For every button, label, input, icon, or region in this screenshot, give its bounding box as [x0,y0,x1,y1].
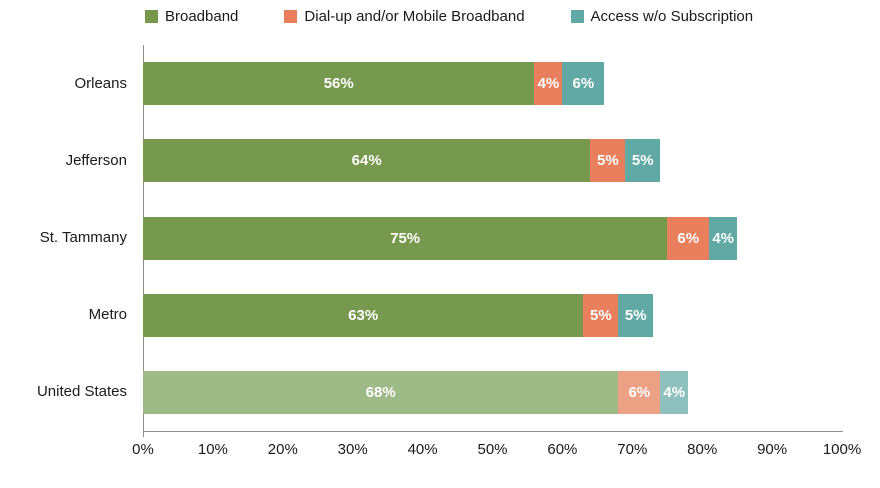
bar-segment-label: 56% [323,75,354,93]
x-tick-label: 90% [757,441,788,458]
category-label: Orleans [74,74,127,92]
x-tick-label: 100% [822,441,862,458]
x-tick-label: 0% [132,441,154,458]
bar-row: 63% 5% 5% [143,293,842,337]
legend-swatch-icon [145,10,158,23]
legend-swatch-icon [570,10,584,23]
x-tick-label: 60% [547,441,578,458]
bar-segment-label: 5% [624,306,647,324]
legend-item: Dial-up and/or Mobile Broadband [284,8,525,25]
x-axis-line [143,431,843,432]
bar-segment-label: 6% [572,75,595,93]
bar-segment: 56% [143,62,535,106]
x-tick-label: 50% [477,441,508,458]
bar-row: 75% 6% 4% [143,216,842,260]
bar-segment: 4% [709,216,738,260]
category-label: St. Tammany [39,229,127,246]
category-axis: Orleans Jefferson St. Tammany Metro United S… [0,45,127,431]
legend-item: Broadband [145,8,238,25]
bar-segment-label: 6% [628,383,651,401]
legend: Broadband Dial-up and/or Mobile Broadband… [145,8,753,25]
category-label: Metro [88,306,127,324]
bar-segment: 75% [143,216,668,260]
bar-segment: 6% [618,370,661,414]
category-label: United States [36,383,127,401]
bar-segment-label: 63% [348,306,379,324]
bar-segment-label: 5% [631,152,654,170]
bar-row: 64% 5% 5% [143,139,842,183]
legend-label: Broadband [165,8,239,25]
bar-segment: 5% [590,139,626,183]
bar-row: 68% 6% 4% [143,370,842,414]
legend-item: Access w/o Subscription [570,8,754,25]
bar-segment-label: 4% [712,229,734,247]
bar-segment-label: 75% [390,229,421,247]
bar-segment: 6% [562,62,605,106]
bar-segment-label: 64% [351,152,382,170]
bar-segment: 68% [143,370,619,414]
bar-segment-label: 4% [663,383,686,401]
bar-segment-label: 6% [677,229,700,247]
bar-segment: 5% [625,139,661,183]
bar-row: 56% 4% 6% [143,62,842,106]
bar-segment-label: 68% [365,383,396,401]
bar-segment-label: 5% [596,152,619,170]
plot-area: 56% 4% 6% 64% 5% 5% 75% 6% 4% 63% 5% 5% 68% 6% 4% [143,45,842,431]
legend-swatch-icon [284,10,298,23]
x-tick-label: 80% [687,441,718,458]
bar-segment: 4% [660,370,689,414]
x-tick-label: 10% [197,441,228,458]
bar-segment-label: 5% [589,306,612,324]
x-tick-label: 70% [617,441,648,458]
bar-segment: 63% [143,293,584,337]
bar-segment-label: 4% [537,75,560,93]
bar-segment: 5% [583,293,619,337]
legend-label: Access w/o Subscription [590,8,754,25]
x-tick-label: 40% [407,441,438,458]
bar-segment: 4% [534,62,563,106]
legend-label: Dial-up and/or Mobile Broadband [304,8,525,25]
x-tick-label: 30% [337,441,368,458]
bar-segment: 6% [667,216,710,260]
bar-segment: 64% [143,139,591,183]
bar-segment: 5% [618,293,654,337]
category-label: Jefferson [65,151,127,169]
x-axis-tick-labels: 0% 10% 20% 30% 40% 50% 60% 70% 80% 90% 100% [132,441,861,463]
x-tick-label: 20% [267,441,298,458]
